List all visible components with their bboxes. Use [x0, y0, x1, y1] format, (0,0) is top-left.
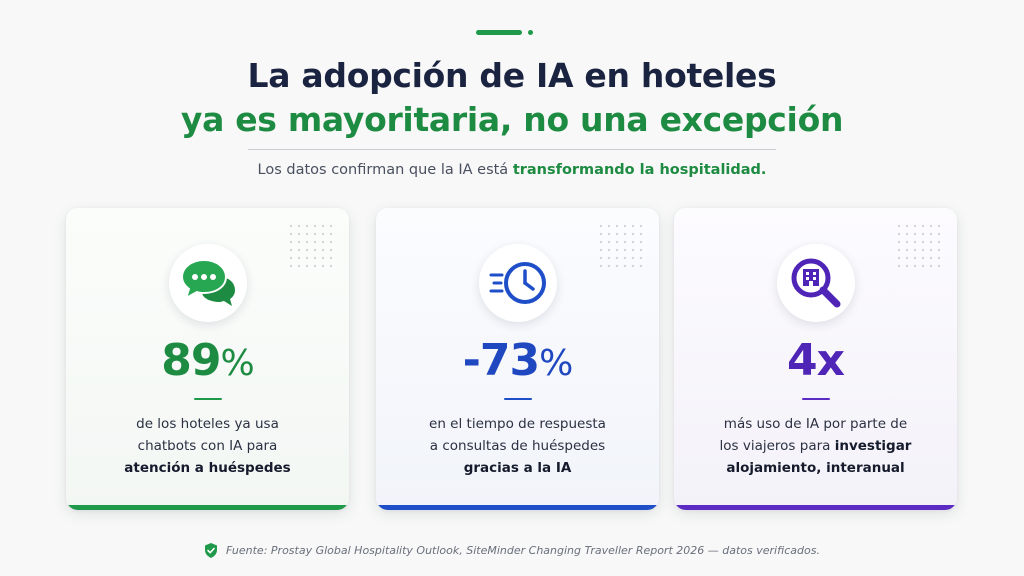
- title-line-1: La adopción de IA en hoteles: [247, 56, 777, 95]
- subtitle-prefix: Los datos confirman que la IA está: [257, 162, 513, 178]
- decor-dot: [528, 30, 533, 35]
- stat-card-response-time: -73% en el tiempo de respuesta a consult…: [376, 208, 659, 510]
- dot-pattern: [895, 222, 943, 270]
- desc-line-2-bold: investigar: [834, 438, 912, 454]
- stat-number: 89: [161, 335, 221, 386]
- stat-value: 4x: [674, 333, 957, 392]
- stat-description: de los hoteles ya usa chatbots con IA pa…: [86, 413, 329, 479]
- decor-bar: [476, 30, 522, 35]
- stat-unit: %: [220, 343, 255, 384]
- stat-card-chatbots: 89% de los hoteles ya usa chatbots con I…: [66, 208, 349, 510]
- divider: [248, 149, 776, 150]
- stat-number: 4x: [787, 335, 845, 386]
- stat-unit: %: [539, 343, 573, 384]
- card-accent-bar: [674, 505, 957, 510]
- card-accent-bar: [66, 505, 349, 510]
- shield-check-icon: [205, 543, 218, 558]
- dot-pattern: [287, 222, 335, 270]
- stat-underline: [503, 398, 532, 400]
- card-accent-bar: [376, 505, 659, 510]
- subtitle-highlight: transformando la hospitalidad.: [512, 162, 767, 178]
- chat-bubbles-icon: [180, 258, 235, 306]
- stat-number: -73: [462, 335, 540, 386]
- subtitle: Los datos confirman que la IA está trans…: [0, 162, 1024, 178]
- stat-description: más uso de IA por parte de los viajeros …: [694, 413, 937, 479]
- desc-bold: gracias a la IA: [463, 460, 572, 476]
- title-line-2: ya es mayoritaria, no una excepción: [180, 100, 844, 139]
- desc-line-1: de los hoteles ya usa: [136, 416, 279, 432]
- hotel-search-icon: [791, 258, 840, 308]
- desc-line-1: más uso de IA por parte de: [723, 416, 908, 432]
- desc-bold: atención a huéspedes: [124, 460, 291, 476]
- desc-bold: alojamiento, interanual: [726, 460, 905, 476]
- icon-badge: [776, 244, 855, 322]
- stat-underline: [193, 398, 222, 400]
- stat-description: en el tiempo de respuesta a consultas de…: [396, 413, 639, 479]
- icon-badge: [168, 244, 247, 322]
- icon-badge: [478, 244, 557, 322]
- footer-source-text: Fuente: Prostay Global Hospitality Outlo…: [226, 544, 820, 557]
- clock-icon: [489, 262, 546, 304]
- desc-line-2: a consultas de huéspedes: [429, 438, 606, 454]
- desc-line-2-prefix: los viajeros para: [719, 438, 835, 454]
- stat-value: -73%: [376, 333, 659, 392]
- stat-underline: [801, 398, 830, 400]
- stat-value: 89%: [66, 333, 349, 392]
- desc-line-2: chatbots con IA para: [137, 438, 278, 454]
- desc-line-2: los viajeros para investigar: [694, 435, 937, 457]
- stat-card-traveller-research: 4x más uso de IA por parte de los viajer…: [674, 208, 957, 510]
- source-footer: Fuente: Prostay Global Hospitality Outlo…: [0, 543, 1024, 558]
- top-decoration: [476, 30, 533, 35]
- page-title: La adopción de IA en hoteles ya es mayor…: [0, 54, 1024, 142]
- desc-line-1: en el tiempo de respuesta: [429, 416, 606, 432]
- dot-pattern: [597, 222, 645, 270]
